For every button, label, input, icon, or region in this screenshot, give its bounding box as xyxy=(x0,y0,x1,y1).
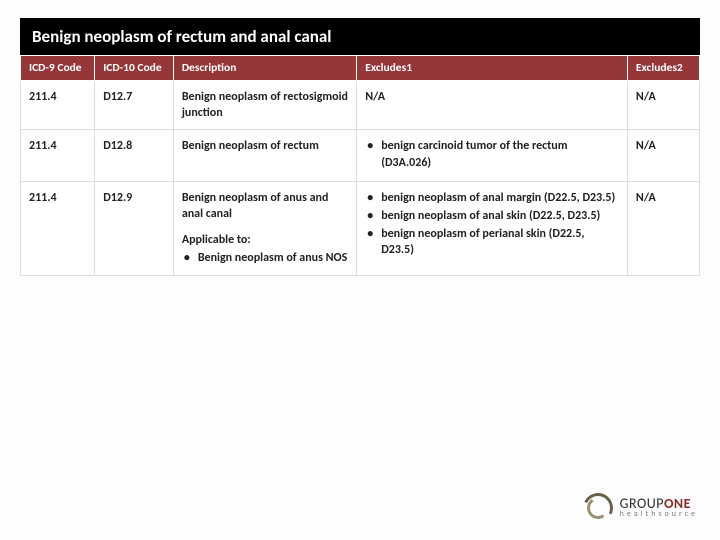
table-header-row: ICD-9 Code ICD-10 Code Description Exclu… xyxy=(21,56,700,81)
list-item: benign neoplasm of anal skin (D22.5, D23… xyxy=(365,208,619,224)
excludes1-list: benign neoplasm of anal margin (D22.5, D… xyxy=(365,190,619,259)
cell-description: Benign neoplasm of rectum xyxy=(173,130,356,181)
col-icd9: ICD-9 Code xyxy=(21,56,95,81)
cell-excludes1: benign neoplasm of anal margin (D22.5, D… xyxy=(357,181,628,275)
col-excludes1: Excludes1 xyxy=(357,56,628,81)
cell-excludes1: N/A xyxy=(357,81,628,130)
codes-table: ICD-9 Code ICD-10 Code Description Exclu… xyxy=(20,55,700,276)
description-main: Benign neoplasm of anus and anal canal xyxy=(182,190,348,222)
list-item: Benign neoplasm of anus NOS xyxy=(182,250,348,266)
list-item: benign neoplasm of anal margin (D22.5, D… xyxy=(365,190,619,206)
col-description: Description xyxy=(173,56,356,81)
list-item: benign neoplasm of perianal skin (D22.5,… xyxy=(365,226,619,258)
logo-swirl-icon xyxy=(582,492,614,524)
cell-excludes2: N/A xyxy=(627,81,699,130)
cell-description: Benign neoplasm of anus and anal canal A… xyxy=(173,181,356,275)
table-row: 211.4 D12.7 Benign neoplasm of rectosigm… xyxy=(21,81,700,130)
cell-excludes2: N/A xyxy=(627,181,699,275)
cell-icd9: 211.4 xyxy=(21,130,95,181)
cell-description: Benign neoplasm of rectosigmoid junction xyxy=(173,81,356,130)
table-row: 211.4 D12.8 Benign neoplasm of rectum be… xyxy=(21,130,700,181)
cell-icd10: D12.7 xyxy=(95,81,174,130)
brand-logo: GROUPONE healthsource xyxy=(582,492,698,524)
table-row: 211.4 D12.9 Benign neoplasm of anus and … xyxy=(21,181,700,275)
logo-text: GROUPONE healthsource xyxy=(620,498,698,518)
excludes1-list: benign carcinoid tumor of the rectum (D3… xyxy=(365,138,619,170)
col-icd10: ICD-10 Code xyxy=(95,56,174,81)
slide-page: Benign neoplasm of rectum and anal canal… xyxy=(0,0,720,276)
description-applicable-list: Benign neoplasm of anus NOS xyxy=(182,250,348,266)
cell-icd10: D12.8 xyxy=(95,130,174,181)
col-excludes2: Excludes2 xyxy=(627,56,699,81)
list-item: benign carcinoid tumor of the rectum (D3… xyxy=(365,138,619,170)
cell-icd10: D12.9 xyxy=(95,181,174,275)
description-applicable-label: Applicable to: xyxy=(182,232,348,248)
cell-icd9: 211.4 xyxy=(21,181,95,275)
cell-icd9: 211.4 xyxy=(21,81,95,130)
page-title: Benign neoplasm of rectum and anal canal xyxy=(20,18,700,55)
cell-excludes2: N/A xyxy=(627,130,699,181)
cell-excludes1: benign carcinoid tumor of the rectum (D3… xyxy=(357,130,628,181)
logo-subtext: healthsource xyxy=(620,511,698,518)
